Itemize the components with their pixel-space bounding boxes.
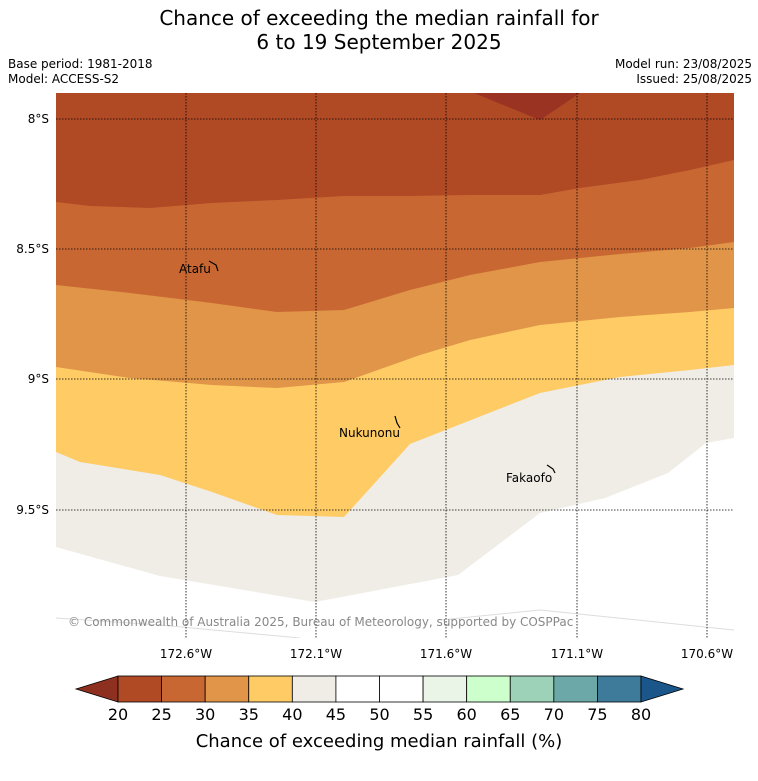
band-20-25 xyxy=(56,93,734,208)
colorbar-tick-label: 35 xyxy=(239,705,259,724)
colorbar-tick-label: 75 xyxy=(587,705,607,724)
issued-date: Issued: 25/08/2025 xyxy=(636,72,752,86)
colorbar-tick-label: 25 xyxy=(151,705,171,724)
colorbar-tick-label: 50 xyxy=(369,705,389,724)
colorbar-tick-label: 80 xyxy=(631,705,651,724)
place-atafu: Atafu xyxy=(179,262,211,276)
colorbar: 20 25 30 35 40 45 50 55 60 65 70 75 80 Chance of exc… xyxy=(74,675,685,752)
copyright-notice: © Commonwealth of Australia 2025, Bureau… xyxy=(68,615,573,629)
faint-contour-2 xyxy=(439,609,734,631)
model-name: Model: ACCESS-S2 xyxy=(8,72,120,86)
lon-label-171-1w: 171.1°W xyxy=(551,647,603,661)
atafu-atoll xyxy=(208,260,219,272)
colorbar-low-extension xyxy=(74,675,119,703)
colorbar-segment xyxy=(509,675,555,703)
title-line-1: Chance of exceeding the median rainfall … xyxy=(159,6,599,30)
model-run: Model run: 23/08/2025 xyxy=(614,57,752,71)
longitude-labels: 172.6°W 172.1°W 171.6°W 171.1°W 170.6°W xyxy=(160,647,733,661)
place-fakaofo: Fakaofo xyxy=(506,471,552,485)
colorbar-segment xyxy=(597,675,642,703)
colorbar-high-extension xyxy=(640,675,685,703)
colorbar-segment xyxy=(422,675,468,703)
lon-label-170-6w: 170.6°W xyxy=(681,647,733,661)
colorbar-segment xyxy=(161,675,206,703)
colorbar-tick-label: 65 xyxy=(500,705,520,724)
lat-label-9-5s: 9.5°S xyxy=(16,503,49,517)
lon-label-171-6w: 171.6°W xyxy=(420,647,472,661)
title-line-2: 6 to 19 September 2025 xyxy=(256,30,502,54)
colorbar-tick-label: 60 xyxy=(456,705,476,724)
rainfall-map: Atafu Nukunonu Fakaofo © Commonwealth of… xyxy=(56,93,734,638)
colorbar-tick-label: 55 xyxy=(413,705,433,724)
colorbar-label: Chance of exceeding median rainfall (%) xyxy=(196,731,563,752)
colorbar-segment xyxy=(466,675,511,703)
lon-label-172-6w: 172.6°W xyxy=(160,647,212,661)
lat-label-9s: 9°S xyxy=(28,372,49,386)
colorbar-tick-label: 45 xyxy=(326,705,346,724)
meta-left: Base period: 1981-2018 Model: ACCESS-S2 xyxy=(8,57,153,87)
fakaofo-atoll xyxy=(546,464,556,474)
colorbar-segment xyxy=(335,675,380,703)
colorbar-segments xyxy=(117,675,642,703)
lat-label-8s: 8°S xyxy=(28,112,49,126)
colorbar-tick-label: 40 xyxy=(282,705,302,724)
colorbar-segment xyxy=(204,675,250,703)
colorbar-segment xyxy=(291,675,337,703)
lon-label-172-1w: 172.1°W xyxy=(290,647,342,661)
map-title: Chance of exceeding the median rainfall … xyxy=(0,6,758,54)
colorbar-segment xyxy=(379,675,424,703)
colorbar-segment xyxy=(553,675,598,703)
place-nukunonu: Nukunonu xyxy=(339,426,400,440)
gridlines xyxy=(56,93,734,638)
colorbar-segment xyxy=(117,675,162,703)
colorbar-segment xyxy=(248,675,293,703)
colorbar-tick-label: 20 xyxy=(108,705,128,724)
faint-contour xyxy=(56,617,301,638)
colorbar-ticks: 20 25 30 35 40 45 50 55 60 65 70 75 80 xyxy=(108,705,651,724)
colorbar-tick-label: 30 xyxy=(195,705,215,724)
base-period: Base period: 1981-2018 xyxy=(8,57,153,71)
nukunonu-atoll xyxy=(394,415,401,429)
latitude-labels: 8°S 8.5°S 9°S 9.5°S xyxy=(16,112,49,517)
meta-right: Model run: 23/08/2025 Issued: 25/08/2025 xyxy=(615,57,752,87)
band-below-20 xyxy=(474,93,580,120)
colorbar-tick-label: 70 xyxy=(544,705,564,724)
lat-label-8-5s: 8.5°S xyxy=(16,242,49,256)
